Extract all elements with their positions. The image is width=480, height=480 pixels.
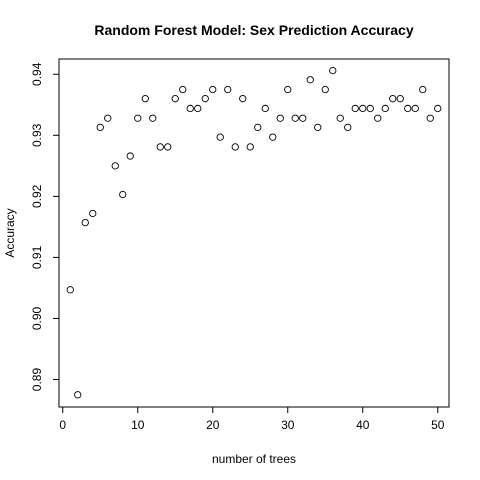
data-point	[194, 104, 202, 113]
data-point	[149, 114, 157, 122]
data-point	[434, 104, 442, 113]
data-points	[66, 66, 442, 399]
data-point	[411, 104, 419, 113]
data-point	[381, 104, 389, 113]
data-point	[321, 85, 329, 94]
data-point	[291, 114, 299, 122]
data-point	[359, 104, 367, 113]
data-point	[314, 123, 322, 132]
y-axis: 0.89 0.90 0.91 0.92 0.93 0.94	[30, 62, 60, 392]
data-point	[329, 66, 337, 75]
data-point	[201, 95, 209, 103]
x-tick-label: 50	[431, 418, 445, 432]
data-point	[276, 114, 284, 122]
data-point	[351, 104, 359, 113]
data-point	[119, 190, 127, 199]
y-tick-label: 0.89	[30, 368, 44, 392]
x-tick-label: 40	[356, 418, 370, 432]
x-axis: 0 10 20 30 40 50	[59, 406, 445, 432]
data-point	[96, 123, 104, 132]
y-tick-label: 0.91	[30, 245, 44, 269]
data-point	[179, 85, 187, 94]
x-tick-label: 20	[206, 418, 220, 432]
data-point	[186, 104, 194, 113]
data-point	[299, 114, 307, 122]
y-tick-label: 0.94	[30, 62, 44, 86]
data-point	[426, 114, 434, 122]
chart-title: Random Forest Model: Sex Prediction Accu…	[94, 22, 413, 38]
data-point	[284, 85, 292, 94]
y-tick-label: 0.93	[30, 123, 44, 147]
data-point	[374, 114, 382, 122]
data-point	[209, 85, 217, 94]
data-point	[111, 162, 119, 170]
data-point	[89, 209, 97, 218]
data-point	[344, 123, 352, 132]
data-point	[389, 95, 397, 103]
data-point	[171, 95, 179, 103]
y-tick-label: 0.90	[30, 306, 44, 330]
plot-box	[58, 58, 450, 408]
data-point	[156, 143, 164, 151]
x-tick-label: 10	[131, 418, 145, 432]
data-point	[246, 143, 254, 151]
data-point	[126, 152, 134, 160]
y-axis-label: Accuracy	[3, 208, 17, 257]
data-point	[366, 104, 374, 113]
data-point	[81, 218, 89, 227]
data-point	[104, 114, 112, 122]
data-point	[261, 104, 269, 113]
x-tick-label: 0	[59, 418, 66, 432]
data-point	[66, 286, 74, 294]
y-tick-label: 0.92	[30, 184, 44, 208]
x-axis-label: number of trees	[212, 452, 296, 466]
data-point	[239, 95, 247, 103]
data-point	[74, 391, 82, 399]
data-point	[336, 114, 344, 122]
data-point	[164, 143, 172, 151]
data-point	[134, 114, 142, 122]
data-point	[231, 143, 239, 151]
data-point	[141, 95, 149, 103]
data-point	[254, 123, 262, 132]
data-point	[224, 85, 232, 94]
data-point	[419, 85, 427, 94]
data-point	[404, 104, 412, 113]
data-point	[306, 76, 314, 84]
x-tick-label: 30	[281, 418, 295, 432]
data-point	[216, 133, 224, 141]
data-point	[269, 133, 277, 141]
data-point	[396, 95, 404, 103]
